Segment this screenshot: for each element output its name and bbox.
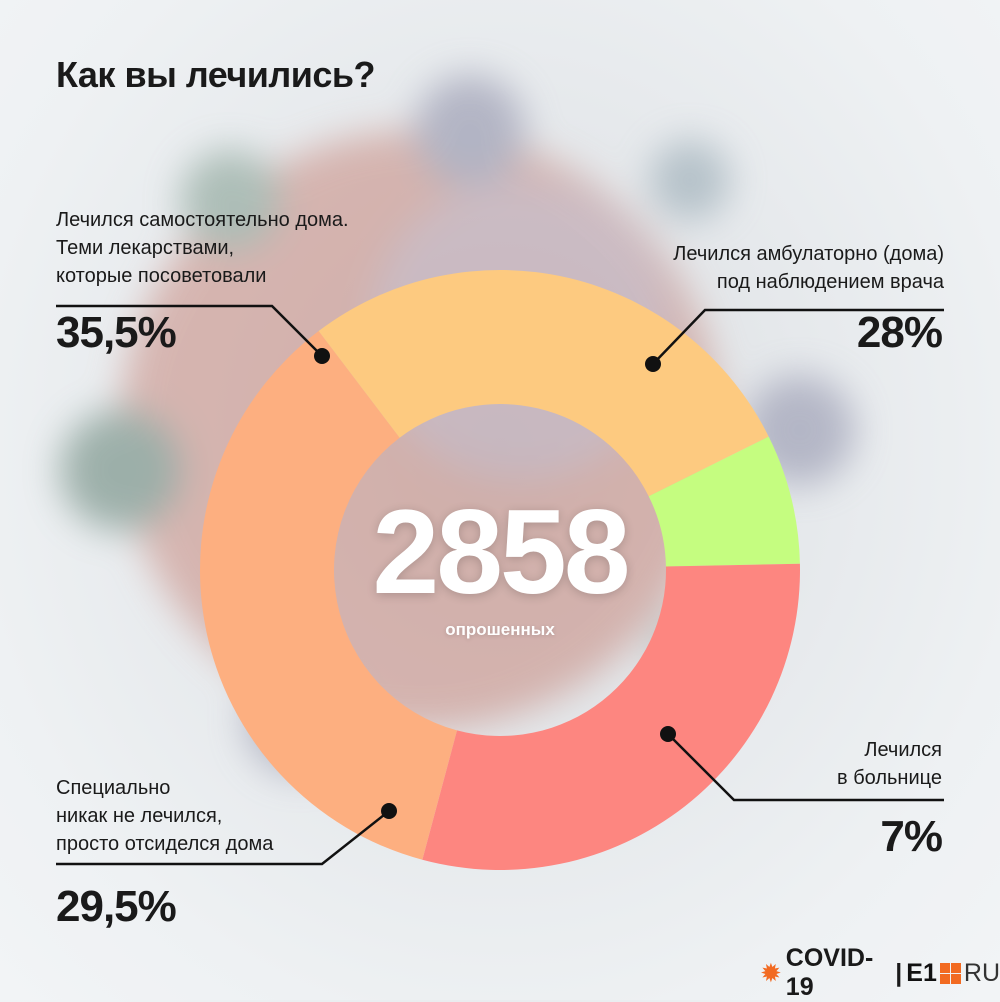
slice-outpatient bbox=[318, 270, 769, 497]
slice-no-treatment bbox=[422, 563, 800, 871]
leader-no-treatment bbox=[56, 810, 390, 866]
brand-logo: ✹ COVID-19 | E1 RU bbox=[760, 944, 1000, 1001]
leader-self-home bbox=[56, 304, 323, 357]
leader-outpatient bbox=[652, 308, 944, 365]
label-outpatient: Лечился амбулаторно (дома) под наблюдени… bbox=[673, 243, 944, 293]
label-hospital: Лечился в больнице bbox=[837, 739, 942, 789]
leader-self-home-dot bbox=[314, 348, 330, 364]
e1-squares-icon bbox=[939, 962, 961, 984]
label-self-home: Лечился самостоятельно дома. Теми лекарс… bbox=[56, 209, 349, 287]
virus-icon: ✹ bbox=[760, 957, 782, 988]
label-no-treatment: Специально никак не лечился, просто отси… bbox=[56, 777, 274, 855]
leader-outpatient-dot bbox=[645, 356, 661, 372]
pct-no-treatment: 29,5% bbox=[56, 882, 177, 931]
chart-title: Как вы лечились? bbox=[56, 54, 376, 95]
leader-hospital-dot bbox=[660, 726, 676, 742]
leader-hospital bbox=[667, 733, 944, 802]
respondents-caption: опрошенных bbox=[445, 620, 555, 639]
slice-hospital bbox=[648, 436, 800, 567]
pct-hospital: 7% bbox=[880, 812, 943, 861]
leader-no-treatment-dot bbox=[381, 803, 397, 819]
pct-self-home: 35,5% bbox=[56, 308, 177, 357]
slice-self-home bbox=[199, 331, 458, 860]
respondents-count: 2858 bbox=[372, 485, 631, 619]
pct-outpatient: 28% bbox=[856, 308, 943, 357]
